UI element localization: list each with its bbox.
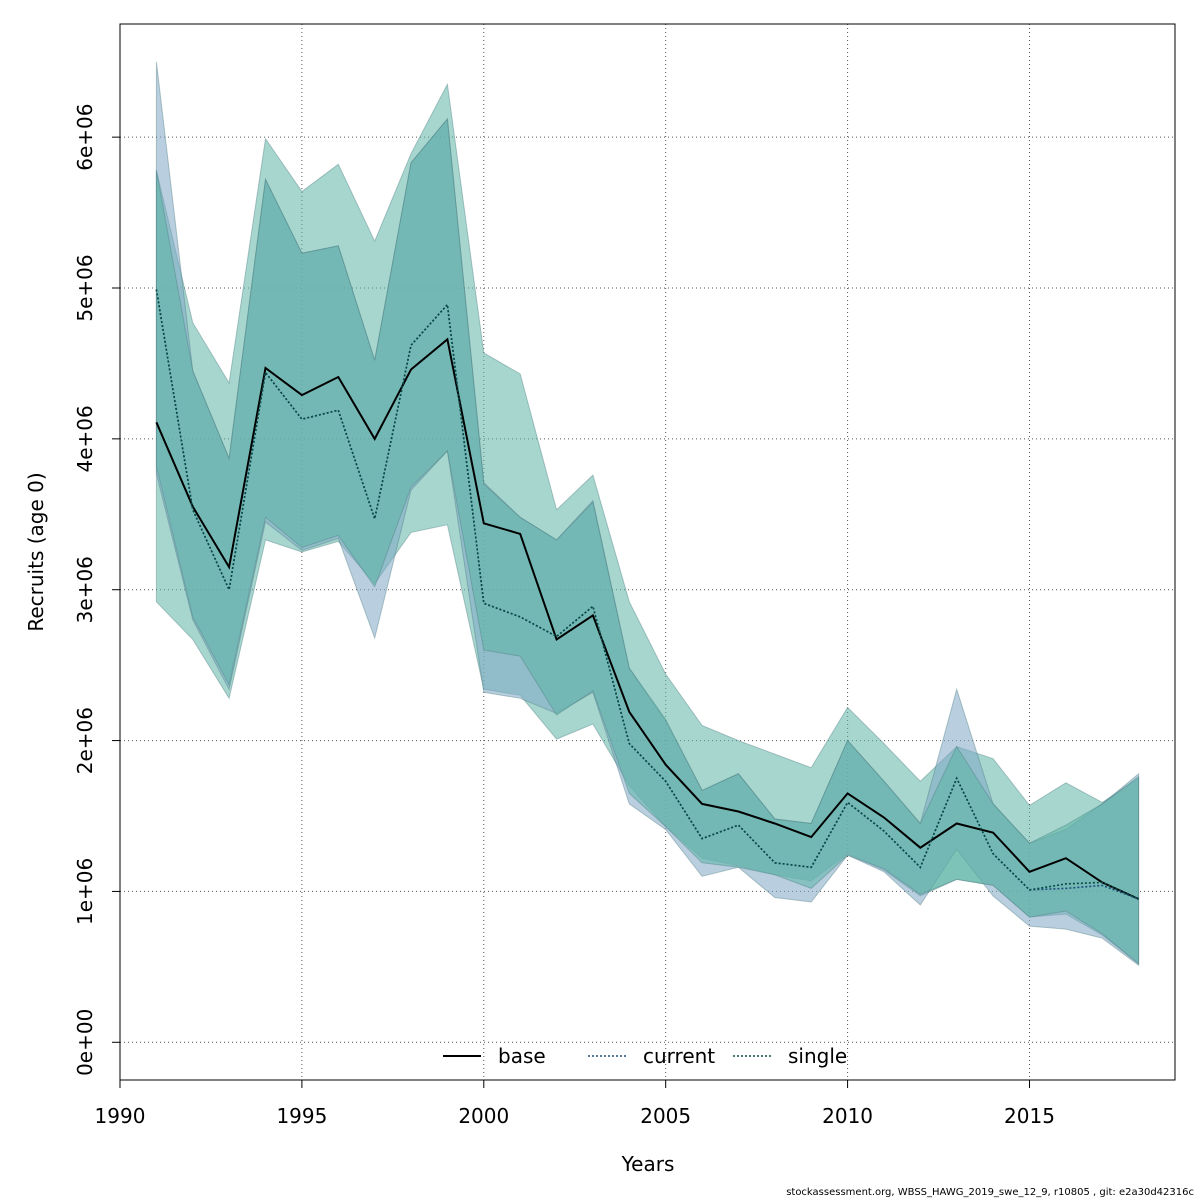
x-tick-label: 1995: [276, 1104, 327, 1128]
y-tick-label: 6e+06: [73, 103, 97, 170]
line-base: [155, 337, 1140, 900]
y-tick-label: 0e+00: [73, 1009, 97, 1076]
legend: base current single: [443, 1044, 847, 1068]
y-tick-label: 2e+06: [73, 707, 97, 774]
y-tick-label: 1e+06: [73, 858, 97, 925]
legend-label-current: current: [643, 1044, 715, 1068]
band-single: [155, 117, 1140, 965]
x-tick-label: 2015: [1004, 1104, 1055, 1128]
y-tick-label: 3e+06: [73, 556, 97, 623]
axes: 1990 1995 2000 2005 2010 2015 0e+00 1e+06 2e+06 3…: [73, 103, 1055, 1128]
confidence-bands: [155, 61, 1140, 967]
series-lines: [155, 289, 1140, 900]
x-tick-label: 2005: [640, 1104, 691, 1128]
x-tick-label: 1990: [95, 1104, 146, 1128]
y-axis-title: Recruits (age 0): [24, 472, 48, 631]
y-tick-label: 5e+06: [73, 254, 97, 321]
x-tick-label: 2000: [458, 1104, 509, 1128]
line-single: [155, 289, 1139, 900]
footer-credit: stockassessment.org, WBSS_HAWG_2019_swe_…: [786, 1187, 1194, 1198]
legend-label-single: single: [788, 1044, 847, 1068]
legend-label-base: base: [498, 1044, 546, 1068]
x-axis-title: Years: [621, 1152, 675, 1176]
x-tick-label: 2010: [822, 1104, 873, 1128]
y-tick-label: 4e+06: [73, 405, 97, 472]
